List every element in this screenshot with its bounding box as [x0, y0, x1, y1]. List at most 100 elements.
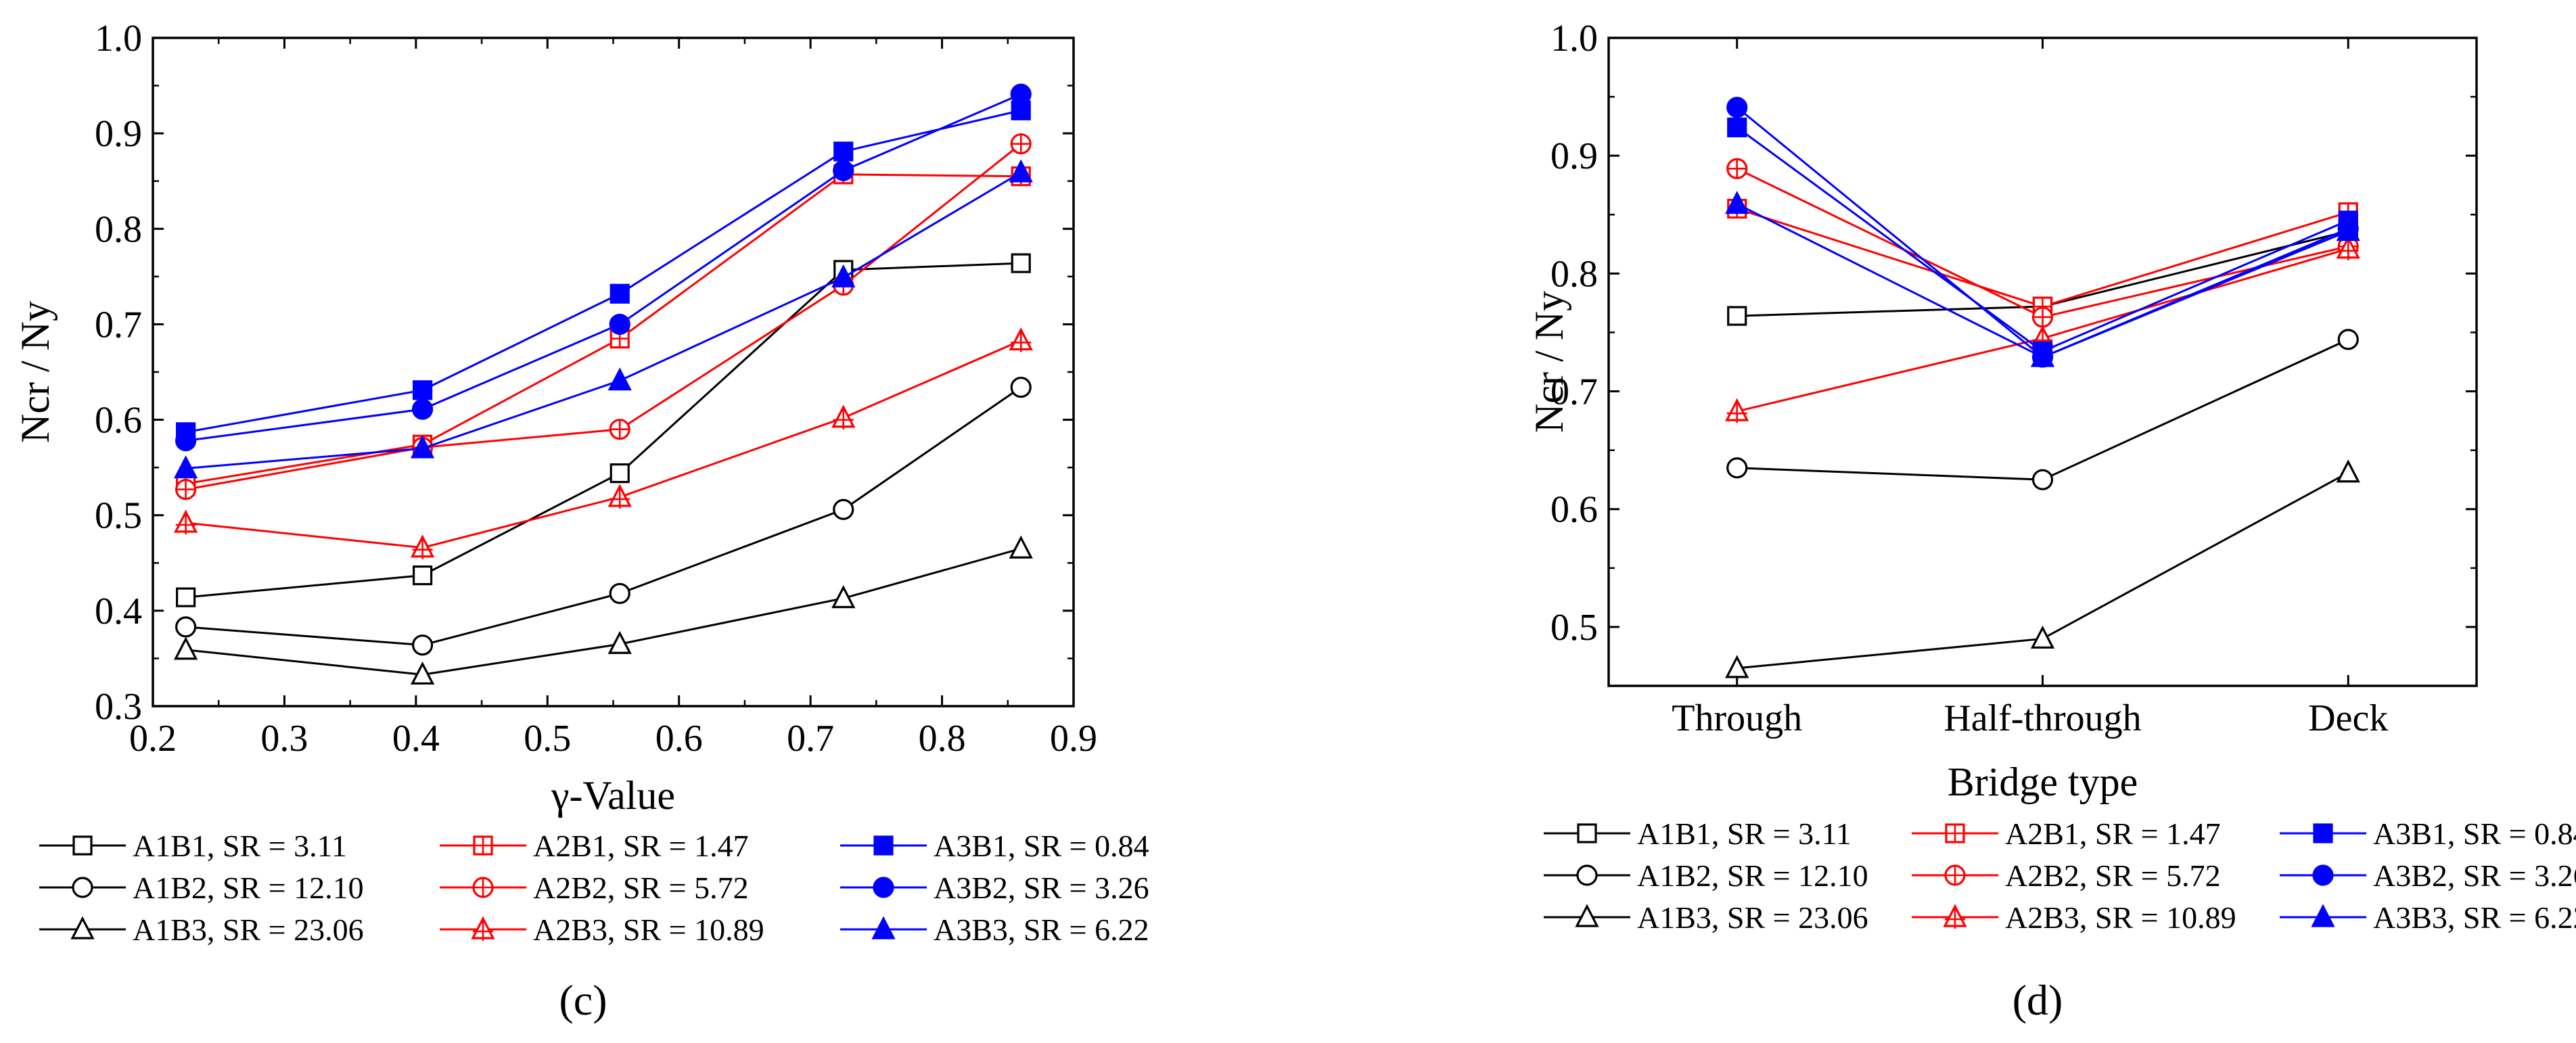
data-point	[609, 313, 630, 335]
legend-label: A1B1, SR = 3.11	[133, 829, 347, 863]
plot-frame	[152, 37, 1075, 708]
data-point	[411, 398, 434, 420]
x-tick-label: 0.5	[524, 718, 571, 760]
legend-label: A1B2, SR = 12.10	[133, 871, 364, 905]
data-point	[1726, 158, 1748, 179]
series-A1B3	[173, 535, 1033, 685]
x-tick-label: 0.4	[392, 718, 440, 760]
legend-item: A1B3, SR = 23.06	[39, 912, 364, 947]
series-A3B2	[175, 83, 1032, 452]
legend-marker	[471, 916, 495, 941]
legend-item: A2B2, SR = 5.72	[1912, 858, 2221, 893]
legend-label: A3B2, SR = 3.26	[934, 871, 1149, 905]
legend-marker	[70, 916, 95, 940]
data-point	[1011, 253, 1031, 273]
data-point	[2031, 469, 2054, 490]
y-tick-label: 0.7	[95, 304, 142, 346]
chart-c: 0.30.40.50.60.70.80.91.00.2 0.3 0.4 0.5 0.6 0…	[13, 18, 1149, 1024]
legend-item: A3B2, SR = 3.26	[840, 871, 1149, 905]
series-A1B2	[1726, 329, 2359, 490]
y-tick-label: 1.0	[1550, 18, 1598, 60]
data-point	[2336, 218, 2360, 241]
legend-marker	[72, 835, 93, 856]
series-line	[185, 340, 1021, 549]
data-point	[412, 565, 433, 586]
legend-marker	[871, 916, 896, 940]
data-point	[410, 534, 435, 559]
data-point	[2336, 459, 2360, 483]
legend-label: A1B2, SR = 12.10	[1637, 858, 1868, 893]
legend-label: A1B1, SR = 3.11	[1637, 816, 1852, 851]
data-point	[831, 585, 856, 609]
legend-marker	[1943, 904, 1967, 929]
data-point	[1009, 535, 1033, 559]
x-tick-label: 0.8	[919, 718, 966, 760]
data-point	[410, 435, 435, 459]
data-point	[833, 141, 854, 162]
data-point	[2030, 344, 2055, 367]
legend-item: A1B2, SR = 12.10	[39, 871, 364, 905]
x-tick-label: 0.3	[260, 718, 308, 760]
y-tick-label: 0.6	[1550, 489, 1598, 531]
legend-marker	[1577, 823, 1597, 843]
y-tick-label: 0.5	[95, 495, 142, 537]
y-tick-label: 0.9	[1550, 135, 1598, 177]
legend-item: A3B2, SR = 3.26	[2280, 858, 2576, 893]
y-tick-label: 0.5	[1550, 607, 1598, 649]
legend-item: A3B3, SR = 6.22	[840, 912, 1149, 947]
x-tick-label: 0.6	[656, 718, 703, 760]
series-A3B3	[1725, 191, 2360, 367]
series-A2B1	[176, 164, 1031, 494]
data-point	[1727, 306, 1747, 326]
y-axis-title: Ncr / Ny	[1527, 291, 1571, 433]
data-point	[2031, 306, 2054, 328]
data-point	[607, 630, 632, 654]
legend-marker	[2312, 864, 2334, 886]
legend-marker	[2311, 904, 2335, 927]
data-point	[411, 634, 434, 656]
x-category-label: Deck	[2308, 697, 2388, 739]
x-tick-label: 0.7	[787, 718, 834, 760]
x-axis-title: γ-Value	[551, 773, 675, 818]
data-point	[1009, 159, 1033, 183]
series-line	[185, 173, 1021, 485]
legend-marker	[473, 835, 493, 856]
series-A1B2	[175, 376, 1032, 656]
legend-label: A3B1, SR = 0.84	[934, 829, 1149, 863]
data-point	[175, 616, 197, 638]
legend-item: A2B2, SR = 5.72	[440, 871, 749, 905]
data-point	[1727, 117, 1747, 137]
series-line	[185, 109, 1021, 434]
data-point	[176, 587, 196, 607]
y-tick-label: 0.7	[1550, 371, 1598, 413]
legend-marker	[2313, 823, 2333, 843]
series-A2B3	[173, 327, 1033, 559]
series-A3B3	[173, 159, 1033, 479]
data-point	[175, 479, 197, 501]
series-line	[1736, 208, 2349, 308]
data-point	[1725, 398, 1749, 423]
legend-marker	[1575, 904, 1599, 927]
data-point	[2336, 235, 2360, 260]
legend-item: A2B3, SR = 10.89	[1912, 900, 2236, 935]
legend-label: A3B3, SR = 6.22	[934, 912, 1149, 947]
data-point	[607, 367, 632, 391]
legend-item: A3B3, SR = 6.22	[2280, 900, 2576, 935]
data-point	[1010, 376, 1032, 398]
data-point	[607, 484, 632, 509]
data-point	[173, 509, 198, 535]
legend-label: A3B1, SR = 0.84	[2373, 816, 2576, 851]
legend-label: A3B3, SR = 6.22	[2373, 900, 2576, 935]
series-A3B1	[176, 100, 1031, 442]
legend-label: A1B3, SR = 23.06	[133, 912, 364, 947]
data-point	[1726, 97, 1748, 118]
data-point	[1725, 655, 1749, 678]
legend-item: A2B1, SR = 1.47	[1912, 816, 2221, 851]
chart-d: 0.5 0.6 0.7 0.8 0.9 1.0 Through Half-through Dec…	[1527, 18, 2576, 1024]
y-tick-label: 0.6	[95, 400, 142, 442]
x-tick-label: 0.9	[1050, 718, 1097, 760]
legend-label: A2B3, SR = 10.89	[2005, 900, 2236, 935]
series-line	[185, 143, 1022, 491]
data-point	[1726, 457, 1748, 479]
